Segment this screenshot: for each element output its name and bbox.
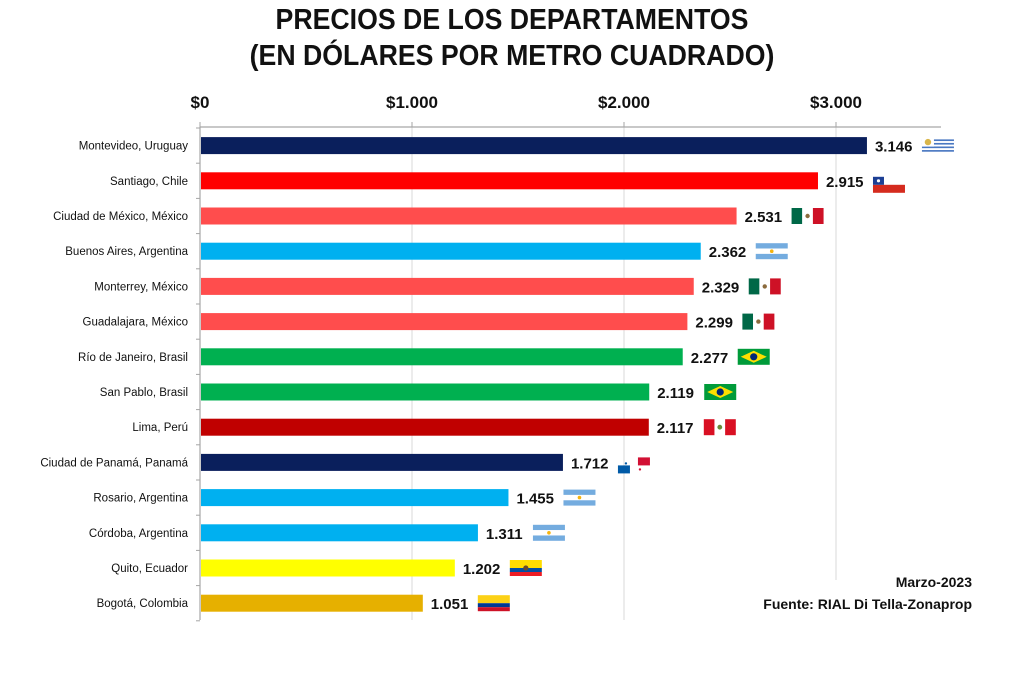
category-label: Quito, Ecuador: [111, 563, 188, 575]
brazil-flag-icon: [737, 348, 770, 365]
value-label: 2.119: [657, 385, 694, 402]
colombia-flag-icon: [477, 595, 510, 612]
value-label: 2.915: [826, 174, 864, 191]
bar: [201, 172, 818, 190]
value-label: 1.311: [486, 526, 523, 543]
bar: [201, 489, 509, 507]
uruguay-flag-icon: [921, 137, 954, 154]
category-label: Santiago, Chile: [110, 176, 188, 188]
bar: [201, 594, 423, 612]
brazil-flag-icon: [704, 384, 737, 400]
category-label: Ciudad de Panamá, Panamá: [40, 457, 188, 469]
panama-flag-icon: [617, 457, 650, 474]
category-label: Monterrey, México: [94, 281, 188, 293]
value-label: 2.362: [709, 244, 747, 261]
argentina-flag-icon: [563, 489, 596, 506]
mexico-flag-icon: [791, 208, 824, 224]
source-annotation: Fuente: RIAL Di Tella-Zonaprop: [763, 596, 972, 612]
category-label: Rosario, Argentina: [93, 493, 188, 505]
value-label: 1.202: [463, 561, 501, 578]
bar: [201, 524, 478, 542]
mexico-flag-icon: [748, 278, 781, 295]
bar: [201, 207, 737, 225]
category-label: Ciudad de México, México: [53, 211, 188, 223]
value-label: 1.712: [571, 455, 609, 472]
value-label: 2.531: [745, 209, 783, 226]
peru-flag-icon: [703, 419, 736, 436]
category-label: Buenos Aires, Argentina: [65, 246, 188, 258]
bar: [201, 137, 867, 155]
value-label: 2.299: [695, 315, 733, 332]
x-tick-label: $0: [191, 93, 210, 112]
chart-title: PRECIOS DE LOS DEPARTAMENTOS: [275, 4, 749, 36]
category-label: Bogotá, Colombia: [97, 598, 189, 610]
category-label: Montevideo, Uruguay: [79, 141, 189, 153]
date-annotation: Marzo-2023: [895, 574, 972, 590]
value-label: 2.329: [702, 279, 740, 296]
chart-subtitle: (EN DÓLARES POR METRO CUADRADO): [249, 40, 775, 72]
argentina-flag-icon: [532, 524, 565, 541]
value-label: 3.146: [875, 139, 913, 156]
bar: [201, 242, 701, 260]
argentina-flag-icon: [755, 243, 788, 260]
bar: [201, 453, 563, 471]
bar: [201, 418, 649, 436]
bar: [201, 277, 694, 295]
category-label: Lima, Perú: [132, 422, 188, 434]
x-tick-label: $3.000: [810, 93, 862, 112]
chile-flag-icon: [872, 176, 905, 193]
bar: [201, 348, 683, 366]
bar: [201, 313, 688, 331]
value-label: 1.051: [431, 596, 469, 613]
bar: [201, 383, 650, 401]
category-label: San Pablo, Brasil: [100, 387, 188, 399]
value-label: 1.455: [516, 491, 554, 508]
value-label: 2.117: [657, 420, 694, 437]
bar: [201, 559, 455, 577]
ecuador-flag-icon: [509, 560, 542, 576]
category-label: Córdoba, Argentina: [89, 528, 189, 540]
x-tick-label: $1.000: [386, 93, 438, 112]
value-label: 2.277: [691, 350, 729, 367]
category-label: Río de Janeiro, Brasil: [78, 352, 188, 364]
x-tick-label: $2.000: [598, 93, 650, 112]
category-label: Guadalajara, México: [83, 317, 188, 329]
mexico-flag-icon: [742, 313, 775, 330]
